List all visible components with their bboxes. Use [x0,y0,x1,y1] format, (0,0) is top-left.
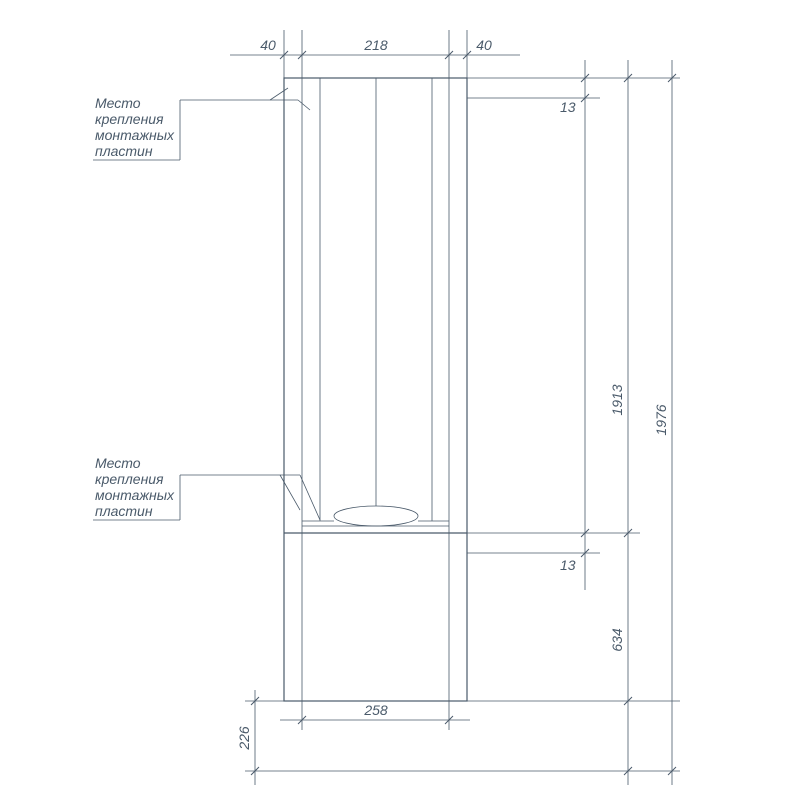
note-bottom [180,475,320,520]
handle-cutout [334,506,418,526]
dim-1913: 1913 [609,384,625,415]
svg-text:крепления: крепления [95,111,164,127]
cabinet-outline [284,78,467,701]
dim-top-right-gap: 40 [476,37,492,53]
note-bot-l3: монтажных [95,487,175,503]
note-bottom-text: Место крепления монтажных пластин [93,455,180,520]
svg-text:монтажных: монтажных [95,127,175,143]
note-bot-l4: пластин [95,503,153,519]
note-top [180,88,310,110]
svg-text:пластин: пластин [95,143,153,159]
dim-226-label: 226 [236,726,252,751]
note-top-text: Место крепления монтажных пластин [93,95,180,160]
dim-top-mid: 218 [363,37,388,53]
dim-1976: 1976 [653,404,669,435]
dim-bottom-width-label: 258 [363,702,388,718]
note-bot-l1: Место [95,455,141,471]
svg-text:крепления: крепления [95,471,164,487]
note-bot-l2: крепления [95,471,164,487]
svg-text:Место: Место [95,455,141,471]
dim-634: 634 [609,628,625,652]
dim-right [245,60,680,785]
dim-13-top: 13 [560,99,576,115]
note-top-l3: монтажных [95,127,175,143]
note-top-l4: пластин [95,143,153,159]
svg-text:пластин: пластин [95,503,153,519]
dim-13-mid: 13 [560,557,576,573]
dim-top-left-gap: 40 [260,37,276,53]
note-top-l1: Место [95,95,141,111]
svg-text:Место: Место [95,95,141,111]
technical-drawing: 40 218 40 258 [0,0,800,800]
note-top-l2: крепления [95,111,164,127]
svg-text:монтажных: монтажных [95,487,175,503]
